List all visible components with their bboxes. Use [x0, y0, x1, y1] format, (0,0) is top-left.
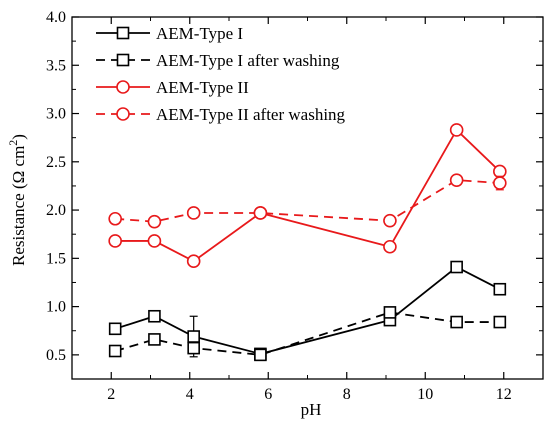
- series-1: [108, 260, 507, 361]
- data-point: [449, 173, 464, 187]
- y-axis-label: Resistance (Ω cm2): [6, 134, 28, 266]
- legend-label: AEM-Type II: [156, 78, 249, 97]
- data-point: [383, 239, 397, 254]
- plot-frame: [71, 16, 544, 380]
- x-tick-label: 8: [343, 386, 351, 403]
- data-point: [147, 214, 162, 229]
- x-tick-label: 4: [186, 386, 194, 403]
- data-point: [383, 306, 397, 319]
- data-point: [493, 282, 507, 296]
- y-tick-label: 2.0: [46, 202, 66, 219]
- x-tick-label: 6: [264, 386, 272, 403]
- legend-entry-4: AEM-Type II after washing: [96, 105, 346, 124]
- y-tick-label: 0.5: [46, 347, 66, 364]
- series-line: [115, 128, 501, 263]
- data-point: [148, 309, 161, 323]
- legend-label: AEM-Type I after washing: [156, 51, 340, 70]
- legend-entry-1: AEM-Type I: [96, 24, 243, 43]
- data-point: [493, 164, 507, 179]
- data-point: [493, 315, 507, 329]
- data-point: [253, 206, 268, 220]
- legend-entry-2: AEM-Type I after washing: [96, 51, 340, 70]
- series-4: [108, 173, 507, 229]
- x-tick-label: 2: [107, 386, 115, 403]
- legend-marker: [116, 107, 130, 121]
- x-tick-label: 12: [496, 386, 512, 403]
- legend-marker: [116, 26, 130, 40]
- legend: AEM-Type I AEM-Type I after washing AEM-Ty…: [96, 24, 346, 124]
- data-point: [450, 315, 463, 329]
- series-3: [108, 123, 507, 269]
- legend-marker: [116, 80, 130, 94]
- axes-layer: 2 4 6 8 10 12 0.5 1.0 1.5 2.0 2.5 3.0 3.5 4.0: [46, 9, 544, 403]
- data-point: [148, 333, 161, 346]
- data-point: [186, 206, 201, 220]
- legend-label: AEM-Type II after washing: [156, 105, 346, 124]
- series-line: [114, 265, 501, 355]
- series-2: [108, 306, 507, 362]
- y-axis-label-superscript: 2: [6, 140, 20, 146]
- y-tick-label: 1.5: [46, 250, 66, 267]
- y-axis-label-close: ): [9, 134, 28, 140]
- data-point: [187, 341, 200, 355]
- y-tick-label: 4.0: [46, 9, 66, 26]
- series-layer: [108, 123, 507, 362]
- data-point: [108, 322, 122, 336]
- series-line: [115, 179, 500, 223]
- y-tick-label: 3.0: [46, 106, 66, 123]
- y-axis-label-main: Resistance (Ω cm: [9, 146, 28, 266]
- data-point: [108, 234, 122, 248]
- x-tick-label: 10: [417, 386, 433, 403]
- data-point: [108, 211, 122, 226]
- legend-label: AEM-Type I: [156, 24, 243, 43]
- data-point: [449, 123, 464, 137]
- x-axis-label: pH: [301, 400, 322, 419]
- series-line: [114, 311, 500, 356]
- legend-entry-3: AEM-Type II: [96, 78, 249, 97]
- y-tick-label: 3.5: [46, 57, 66, 74]
- data-point: [108, 344, 122, 358]
- data-point: [147, 234, 162, 248]
- data-point: [450, 260, 463, 274]
- data-point: [187, 330, 200, 343]
- data-point: [254, 348, 267, 362]
- y-tick-label: 2.5: [46, 154, 66, 171]
- data-point: [493, 176, 507, 190]
- legend-marker: [116, 53, 130, 67]
- data-point: [186, 254, 201, 269]
- data-point: [383, 213, 397, 228]
- y-tick-label: 1.0: [46, 299, 66, 316]
